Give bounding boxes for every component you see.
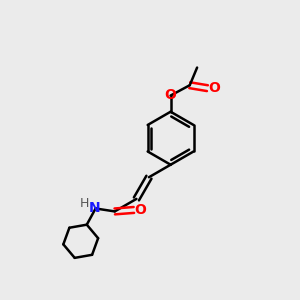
Text: O: O xyxy=(165,88,176,102)
Text: O: O xyxy=(134,203,146,217)
Text: O: O xyxy=(208,81,220,94)
Text: N: N xyxy=(88,201,100,215)
Text: H: H xyxy=(80,197,89,210)
